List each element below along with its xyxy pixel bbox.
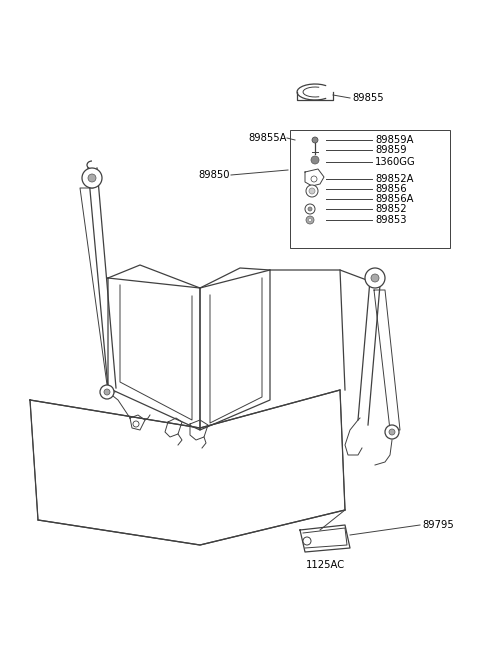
Circle shape [88, 174, 96, 182]
Text: 89853: 89853 [375, 215, 407, 225]
Circle shape [309, 188, 315, 194]
Circle shape [309, 219, 312, 221]
Circle shape [365, 268, 385, 288]
Circle shape [303, 537, 311, 545]
Text: 89859: 89859 [375, 145, 407, 155]
Circle shape [389, 429, 395, 435]
Circle shape [100, 385, 114, 399]
Text: 89856: 89856 [375, 184, 407, 194]
Circle shape [371, 274, 379, 282]
Text: 89856A: 89856A [375, 194, 413, 204]
Circle shape [311, 176, 317, 182]
Text: 89850: 89850 [199, 170, 230, 180]
Text: 89852A: 89852A [375, 174, 413, 184]
Text: 89859A: 89859A [375, 135, 413, 145]
Circle shape [311, 156, 319, 164]
Text: 89795: 89795 [422, 520, 454, 530]
Circle shape [306, 185, 318, 197]
Circle shape [385, 425, 399, 439]
Text: 1360GG: 1360GG [375, 157, 416, 167]
Text: 89855A: 89855A [249, 133, 287, 143]
Text: 89855: 89855 [352, 93, 384, 103]
Circle shape [133, 421, 139, 427]
Circle shape [306, 216, 314, 224]
Circle shape [104, 389, 110, 395]
Circle shape [308, 207, 312, 211]
Bar [290, 130, 450, 248]
Text: 89852: 89852 [375, 204, 407, 214]
Circle shape [305, 204, 315, 214]
Text: 1125AC: 1125AC [305, 560, 345, 570]
Circle shape [312, 137, 318, 143]
Circle shape [82, 168, 102, 188]
